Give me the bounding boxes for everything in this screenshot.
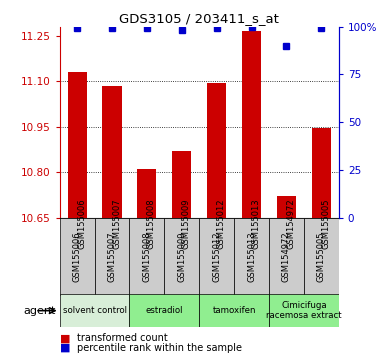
Bar — [312, 128, 331, 218]
Text: ■: ■ — [60, 343, 70, 353]
Bar — [102, 86, 122, 218]
Text: percentile rank within the sample: percentile rank within the sample — [77, 343, 242, 353]
Bar — [129, 294, 199, 327]
Text: GSM155013: GSM155013 — [251, 199, 261, 249]
Text: GSM155006: GSM155006 — [73, 231, 82, 282]
Bar — [60, 294, 129, 327]
Bar — [269, 218, 304, 296]
Bar — [172, 151, 191, 218]
Text: GSM155012: GSM155012 — [212, 232, 221, 282]
Bar — [304, 218, 339, 296]
Bar — [242, 31, 261, 218]
Text: ■: ■ — [60, 333, 70, 343]
Text: GSM155005: GSM155005 — [321, 199, 330, 249]
Title: GDS3105 / 203411_s_at: GDS3105 / 203411_s_at — [119, 12, 279, 25]
Text: GSM155008: GSM155008 — [147, 199, 156, 249]
Text: transformed count: transformed count — [77, 333, 168, 343]
Bar — [137, 169, 156, 218]
Text: Cimicifuga
racemosa extract: Cimicifuga racemosa extract — [266, 301, 342, 320]
Bar — [234, 218, 269, 296]
Bar — [199, 218, 234, 296]
Bar — [277, 196, 296, 218]
Bar — [129, 218, 164, 296]
Bar — [95, 218, 129, 296]
Bar — [269, 294, 339, 327]
Text: GSM155008: GSM155008 — [142, 231, 151, 282]
Text: GSM155006: GSM155006 — [77, 199, 86, 249]
Text: tamoxifen: tamoxifen — [213, 306, 256, 315]
Text: GSM155013: GSM155013 — [247, 231, 256, 282]
Bar — [207, 83, 226, 218]
Bar — [60, 218, 95, 296]
Text: GSM155009: GSM155009 — [177, 232, 186, 282]
Text: GSM155009: GSM155009 — [182, 199, 191, 249]
Text: solvent control: solvent control — [63, 306, 127, 315]
Bar — [164, 218, 199, 296]
Bar — [199, 294, 269, 327]
Text: GSM155005: GSM155005 — [317, 232, 326, 282]
Text: GSM154972: GSM154972 — [286, 199, 295, 249]
Text: GSM155007: GSM155007 — [112, 199, 121, 249]
Text: estradiol: estradiol — [146, 306, 183, 315]
Text: GSM155007: GSM155007 — [107, 231, 117, 282]
Text: GSM155012: GSM155012 — [217, 199, 226, 249]
Text: agent: agent — [23, 306, 56, 316]
Bar — [67, 72, 87, 218]
Text: GSM154972: GSM154972 — [282, 231, 291, 282]
